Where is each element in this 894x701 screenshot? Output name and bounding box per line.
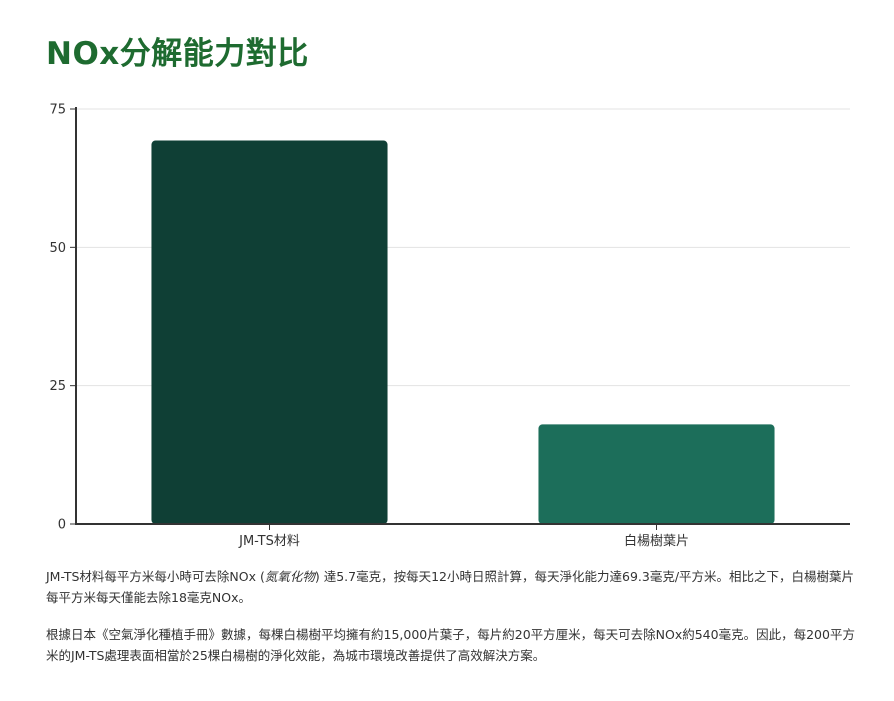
- x-axis-ticks: JM-TS材料 白楊樹葉片: [238, 524, 689, 549]
- y-axis-ticks: 0 25 50 75: [49, 103, 76, 533]
- chart-bars: [151, 140, 775, 524]
- y-tick-label: 0: [58, 518, 66, 533]
- description-emphasis: 氮氧化物: [264, 569, 315, 584]
- page-title: NOx分解能力對比: [46, 36, 309, 72]
- bar-2: [538, 424, 775, 524]
- chart-axes: [75, 107, 850, 525]
- bar-1: [151, 140, 388, 524]
- x-tick-label: JM-TS材料: [238, 534, 300, 549]
- description-paragraph-1: JM-TS材料每平方米每小時可去除NOx (氮氧化物) 達5.7毫克，按每天12…: [46, 566, 856, 608]
- description-paragraph-2: 根據日本《空氣淨化種植手冊》數據，每棵白楊樹平均擁有約15,000片葉子，每片約…: [46, 627, 855, 663]
- y-tick-label: 50: [49, 241, 66, 256]
- description-text: JM-TS材料每平方米每小時可去除NOx (: [46, 569, 265, 584]
- x-tick-label: 白楊樹葉片: [624, 533, 689, 549]
- y-tick-label: 25: [49, 379, 66, 394]
- bar-chart: 0 25 50 75 JM-TS材料 白楊樹葉片: [49, 103, 850, 549]
- description-text: ) 達5.7毫克，按每天12小時日照計算，每天淨化能力達69.3毫克/平方米。相…: [46, 569, 855, 605]
- y-tick-label: 75: [49, 103, 66, 118]
